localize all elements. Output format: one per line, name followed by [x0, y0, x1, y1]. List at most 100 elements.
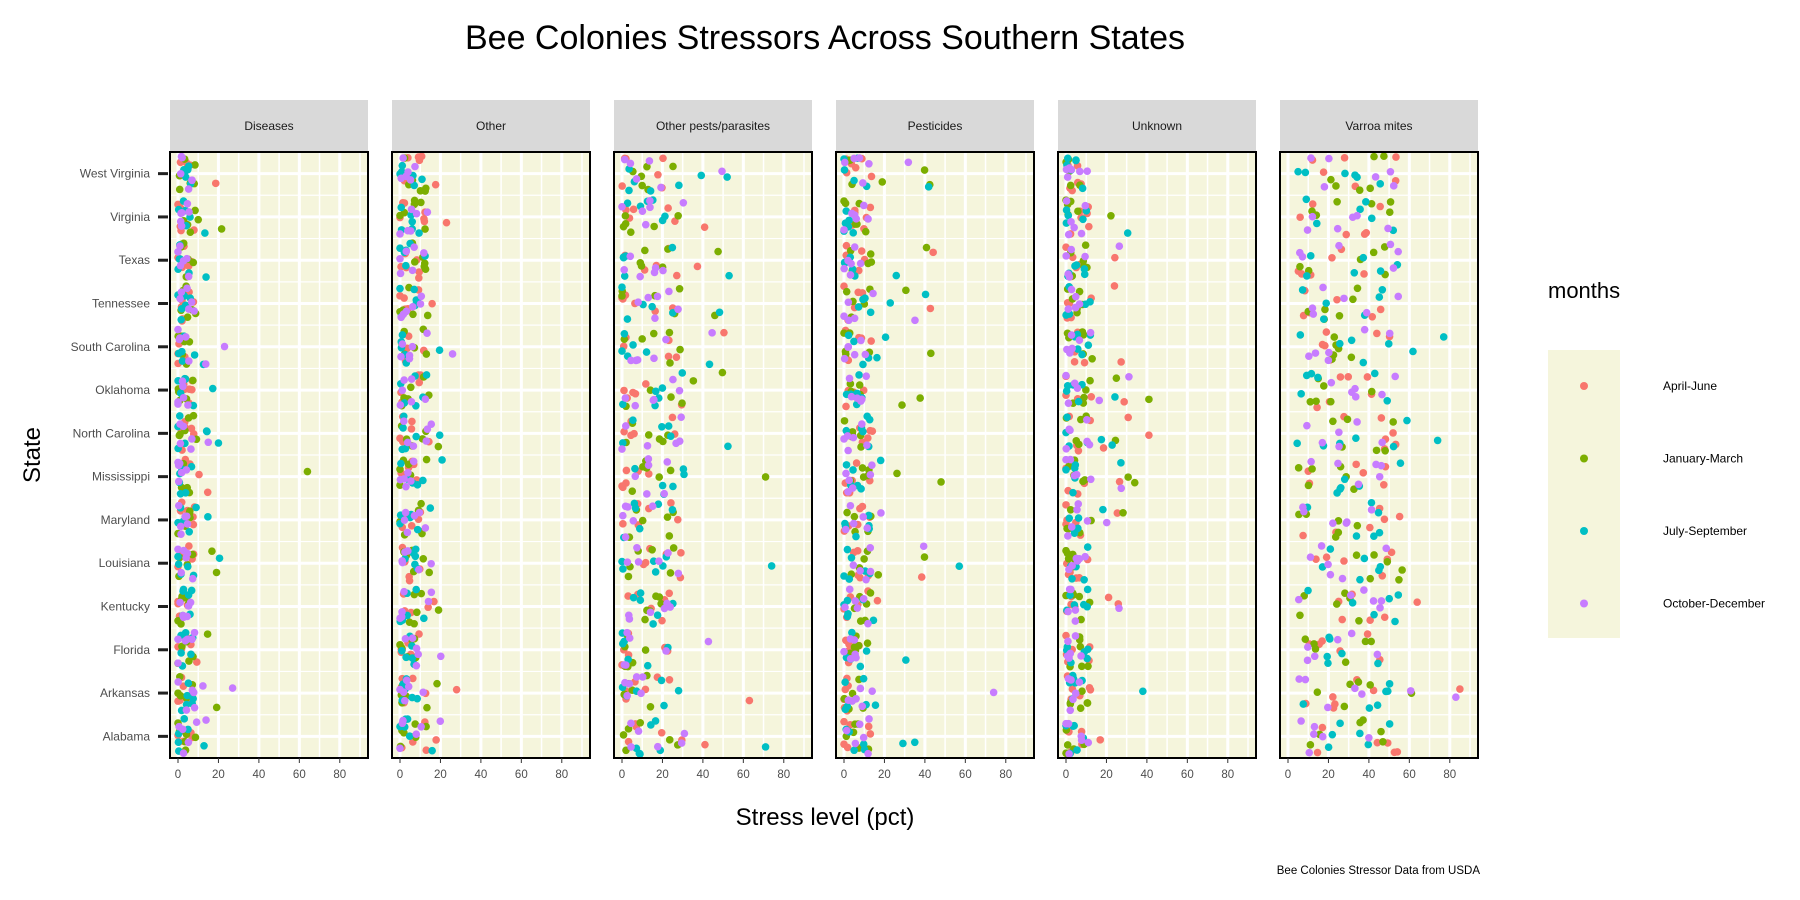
- data-point: [1305, 352, 1313, 360]
- data-point: [1324, 659, 1332, 667]
- data-point: [421, 395, 430, 404]
- data-point: [1308, 212, 1317, 221]
- data-point: [423, 703, 431, 712]
- data-point: [672, 271, 681, 280]
- data-point: [623, 503, 632, 511]
- y-axis: Alabama Arkansas Florida Kentucky Louisiana M…: [71, 167, 168, 743]
- panel-border: [169, 151, 369, 759]
- data-point: [1111, 393, 1119, 401]
- data-point: [396, 254, 404, 263]
- data-point: [1065, 164, 1074, 172]
- data-point: [1384, 224, 1392, 233]
- data-point: [1295, 675, 1303, 683]
- data-point: [424, 603, 432, 612]
- data-point: [634, 558, 643, 566]
- data-point: [1385, 680, 1394, 688]
- data-point: [1353, 521, 1362, 530]
- data-point: [410, 258, 419, 266]
- data-point: [184, 679, 193, 687]
- data-point: [401, 508, 410, 517]
- data-point: [1296, 611, 1304, 620]
- data-point: [185, 542, 193, 550]
- data-point: [1336, 719, 1344, 728]
- data-point: [189, 694, 197, 703]
- y-tick-label-oklahoma: Oklahoma: [95, 383, 150, 397]
- data-point: [1370, 551, 1378, 559]
- panel-border: [835, 151, 1035, 759]
- data-point: [1322, 553, 1331, 562]
- data-point: [1324, 703, 1332, 712]
- data-point: [411, 552, 420, 561]
- data-point-outlier: [910, 738, 919, 747]
- x-tick-label: 20: [434, 769, 447, 781]
- data-point: [396, 465, 404, 474]
- data-point: [859, 427, 867, 436]
- data-point: [1341, 589, 1349, 597]
- data-point: [924, 183, 933, 191]
- data-point: [858, 502, 867, 511]
- data-point: [1066, 426, 1074, 435]
- data-point: [215, 554, 224, 563]
- data-point: [406, 227, 415, 235]
- data-point: [849, 466, 857, 474]
- data-point: [620, 155, 629, 164]
- data-point: [1081, 252, 1089, 261]
- data-point: [1338, 574, 1347, 583]
- data-point: [849, 519, 858, 528]
- data-point: [428, 746, 436, 755]
- data-point: [668, 413, 677, 422]
- data-point: [1088, 355, 1096, 363]
- data-point: [176, 489, 185, 498]
- data-point: [1123, 229, 1132, 237]
- data-point: [629, 388, 637, 397]
- data-point: [1067, 285, 1076, 294]
- data-point: [855, 381, 864, 389]
- x-tick-label: 80: [333, 769, 346, 781]
- data-point: [677, 739, 686, 747]
- data-point: [1308, 200, 1317, 208]
- data-point: [396, 269, 405, 278]
- data-point: [644, 293, 653, 302]
- data-point: [620, 329, 629, 338]
- data-point: [669, 162, 677, 171]
- data-point: [182, 512, 191, 521]
- data-point: [419, 554, 428, 563]
- data-point: [396, 211, 404, 220]
- legend-label-october-december: October-December: [1663, 597, 1765, 611]
- data-point: [643, 442, 652, 450]
- data-point: [1377, 597, 1386, 605]
- data-point: [1341, 169, 1349, 178]
- data-point: [842, 726, 851, 735]
- data-point: [438, 456, 446, 464]
- data-point: [396, 641, 404, 649]
- data-point: [653, 292, 662, 301]
- data-point: [868, 461, 876, 469]
- data-point: [665, 287, 673, 296]
- data-point: [845, 476, 854, 485]
- data-point: [649, 396, 658, 404]
- data-point: [863, 441, 871, 449]
- data-point: [646, 203, 654, 212]
- data-point: [623, 628, 631, 637]
- data-point: [1347, 353, 1356, 362]
- data-point: [399, 154, 407, 162]
- data-point: [1323, 652, 1332, 661]
- data-point: [662, 647, 670, 655]
- data-point: [405, 351, 414, 360]
- data-point: [841, 678, 849, 686]
- data-point-outlier: [1130, 478, 1139, 487]
- data-point: [217, 225, 226, 233]
- data-point-outlier: [1452, 693, 1460, 701]
- data-point: [1067, 331, 1076, 339]
- data-point: [1078, 687, 1086, 695]
- data-point: [1328, 730, 1337, 739]
- data-point-outlier: [955, 562, 964, 570]
- data-point: [1366, 184, 1374, 193]
- data-point: [396, 230, 404, 238]
- points-other: [396, 152, 461, 755]
- data-point: [636, 589, 645, 597]
- strip-label: Other: [476, 119, 506, 133]
- data-point: [861, 294, 869, 302]
- strip-pesticides: [836, 100, 1034, 152]
